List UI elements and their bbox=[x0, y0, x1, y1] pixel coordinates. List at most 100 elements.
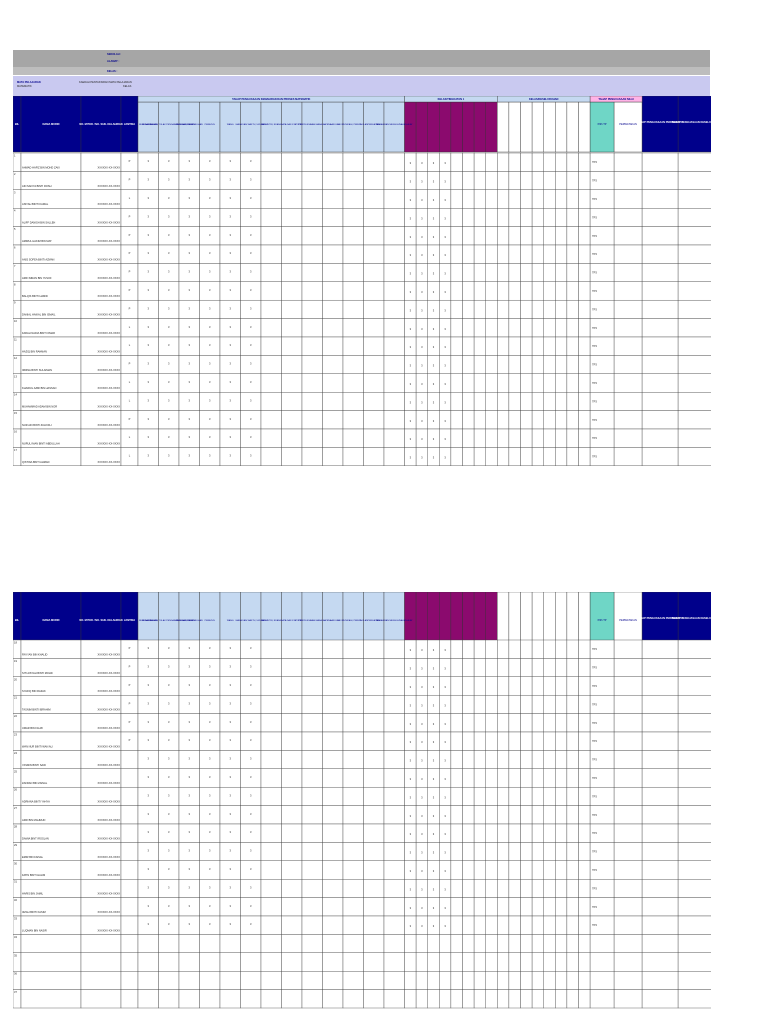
grid-cell[interactable] bbox=[383, 336, 405, 356]
grid-cell[interactable] bbox=[485, 355, 498, 374]
grid-cell[interactable] bbox=[363, 226, 385, 246]
grid-cell[interactable] bbox=[363, 713, 385, 733]
grid-cell[interactable] bbox=[543, 447, 556, 466]
grid-cell[interactable] bbox=[578, 281, 591, 301]
grid-cell[interactable] bbox=[531, 447, 544, 466]
grid-cell[interactable] bbox=[363, 428, 385, 448]
grid-cell[interactable] bbox=[677, 989, 711, 1009]
grid-cell[interactable] bbox=[450, 658, 463, 678]
table-row[interactable]: 37 bbox=[13, 989, 711, 1009]
grid-cell[interactable] bbox=[566, 226, 579, 246]
grid-cell[interactable] bbox=[555, 860, 568, 880]
grid-cell[interactable] bbox=[578, 355, 591, 374]
grid-cell[interactable] bbox=[613, 299, 643, 319]
grid-cell[interactable] bbox=[383, 658, 405, 678]
grid-cell[interactable] bbox=[260, 410, 282, 430]
grid-cell[interactable] bbox=[383, 676, 405, 696]
grid-cell[interactable] bbox=[520, 768, 533, 788]
grid-cell[interactable] bbox=[404, 989, 417, 1009]
grid-cell[interactable] bbox=[578, 299, 591, 319]
grid-cell[interactable] bbox=[260, 676, 282, 696]
grid-cell[interactable] bbox=[613, 879, 643, 898]
grid-cell[interactable] bbox=[555, 768, 568, 788]
grid-cell[interactable] bbox=[641, 989, 679, 1009]
grid-cell[interactable] bbox=[508, 373, 521, 393]
grid-cell[interactable] bbox=[543, 639, 556, 659]
grid-cell[interactable] bbox=[219, 989, 241, 1009]
grid-cell[interactable] bbox=[322, 731, 344, 751]
grid-cell[interactable] bbox=[497, 989, 510, 1009]
grid-cell[interactable] bbox=[531, 805, 544, 825]
grid-cell[interactable] bbox=[543, 731, 556, 751]
grid-cell[interactable] bbox=[578, 152, 591, 172]
grid-cell[interactable] bbox=[383, 392, 405, 411]
grid-cell[interactable] bbox=[383, 281, 405, 301]
grid-cell[interactable] bbox=[641, 768, 679, 788]
grid-cell[interactable] bbox=[520, 879, 533, 898]
grid-cell[interactable] bbox=[462, 318, 475, 338]
grid-cell[interactable] bbox=[566, 971, 579, 990]
grid-cell[interactable] bbox=[677, 207, 711, 227]
grid-cell[interactable] bbox=[462, 971, 475, 990]
grid-cell[interactable] bbox=[383, 152, 405, 172]
grid-cell[interactable] bbox=[219, 971, 241, 990]
grid-cell[interactable] bbox=[555, 713, 568, 733]
grid-cell[interactable] bbox=[555, 952, 568, 972]
grid-cell[interactable] bbox=[473, 392, 486, 411]
grid-cell[interactable] bbox=[485, 823, 498, 843]
grid-cell[interactable] bbox=[322, 244, 344, 264]
grid-cell[interactable] bbox=[322, 410, 344, 430]
grid-cell[interactable] bbox=[543, 226, 556, 246]
grid-cell[interactable] bbox=[497, 731, 510, 751]
grid-cell[interactable] bbox=[520, 989, 533, 1009]
grid-cell[interactable] bbox=[508, 281, 521, 301]
grid-cell[interactable] bbox=[497, 281, 510, 301]
grid-cell[interactable] bbox=[473, 658, 486, 678]
grid-cell[interactable] bbox=[462, 263, 475, 282]
grid-cell[interactable] bbox=[485, 713, 498, 733]
grid-cell[interactable] bbox=[566, 171, 579, 191]
grid-cell[interactable] bbox=[199, 952, 221, 972]
grid-cell[interactable] bbox=[473, 952, 486, 972]
grid-cell[interactable] bbox=[281, 392, 303, 411]
grid-cell[interactable] bbox=[555, 879, 568, 898]
grid-cell[interactable] bbox=[322, 786, 344, 806]
grid-cell[interactable] bbox=[383, 823, 405, 843]
grid-cell[interactable] bbox=[415, 989, 428, 1009]
grid-cell[interactable] bbox=[260, 786, 282, 806]
grid-cell[interactable] bbox=[520, 860, 533, 880]
grid-cell[interactable] bbox=[531, 915, 544, 935]
grid-cell[interactable] bbox=[260, 768, 282, 788]
grid-cell[interactable] bbox=[462, 786, 475, 806]
grid-cell[interactable] bbox=[301, 244, 323, 264]
grid-cell[interactable] bbox=[363, 299, 385, 319]
grid-cell[interactable] bbox=[641, 713, 679, 733]
grid-cell[interactable] bbox=[520, 447, 533, 466]
grid-cell[interactable] bbox=[613, 897, 643, 917]
grid-cell[interactable] bbox=[543, 392, 556, 411]
grid-cell[interactable] bbox=[566, 768, 579, 788]
grid-cell[interactable] bbox=[641, 281, 679, 301]
grid-cell[interactable] bbox=[322, 676, 344, 696]
grid-cell[interactable] bbox=[485, 281, 498, 301]
grid-cell[interactable] bbox=[543, 658, 556, 678]
grid-cell[interactable] bbox=[578, 410, 591, 430]
grid-cell[interactable] bbox=[520, 713, 533, 733]
grid-cell[interactable] bbox=[497, 428, 510, 448]
grid-cell[interactable] bbox=[462, 189, 475, 209]
grid-cell[interactable] bbox=[301, 786, 323, 806]
grid-cell[interactable] bbox=[520, 915, 533, 935]
grid-cell[interactable] bbox=[473, 244, 486, 264]
grid-cell[interactable] bbox=[677, 410, 711, 430]
grid-cell[interactable] bbox=[485, 318, 498, 338]
grid-cell[interactable] bbox=[450, 952, 463, 972]
grid-cell[interactable] bbox=[158, 952, 180, 972]
grid-cell[interactable] bbox=[508, 658, 521, 678]
grid-cell[interactable] bbox=[543, 299, 556, 319]
grid-cell[interactable] bbox=[613, 658, 643, 678]
grid-cell[interactable] bbox=[677, 639, 711, 659]
grid-cell[interactable] bbox=[613, 639, 643, 659]
